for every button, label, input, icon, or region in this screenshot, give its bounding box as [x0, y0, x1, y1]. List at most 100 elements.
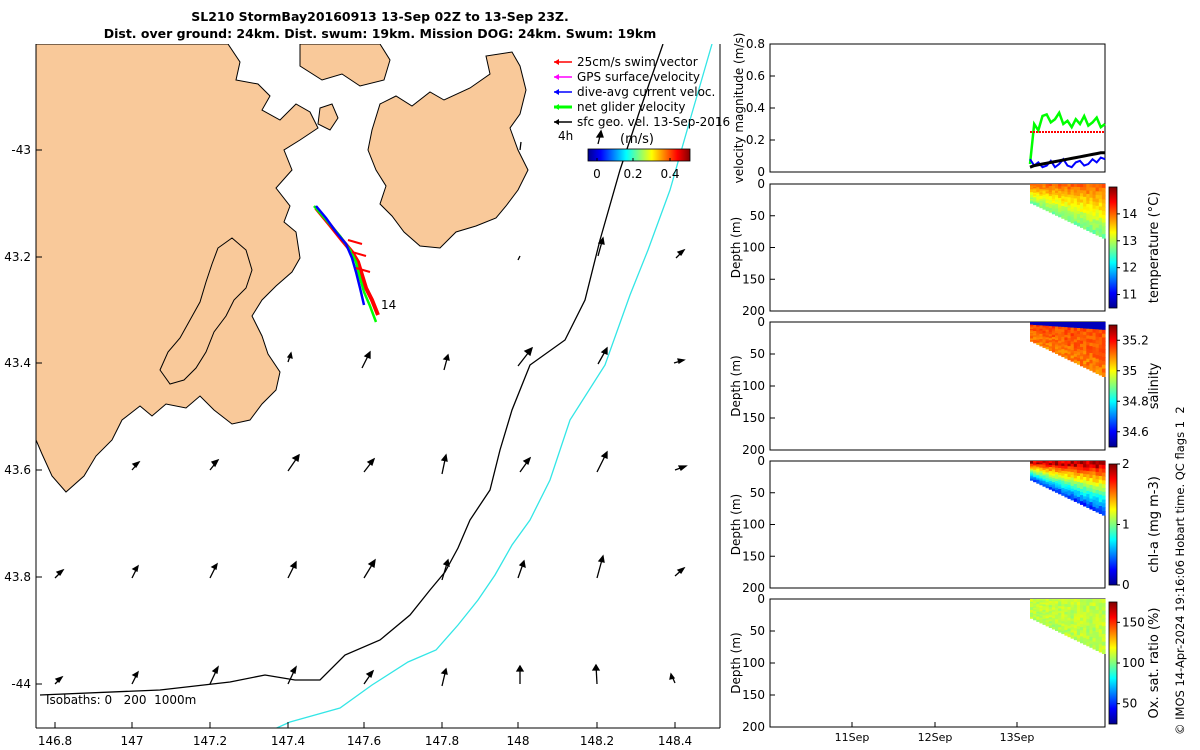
- speed-colorbar-tick-label: 0: [593, 167, 601, 181]
- section-cell: [1076, 190, 1081, 194]
- section-cell: [1083, 206, 1087, 211]
- section-cell: [1073, 619, 1078, 623]
- section-cell: [1098, 340, 1103, 346]
- section-cell: [1045, 606, 1050, 610]
- section-cell: [1098, 636, 1103, 642]
- section-cell: [1089, 640, 1094, 645]
- section-cell: [1089, 605, 1094, 610]
- time-tick-label: 13Sep: [1000, 731, 1035, 744]
- section-cell: [1083, 486, 1087, 491]
- section-cell: [1051, 463, 1056, 466]
- lat-ticks: -43 43.2 43.4 43.6 43.8 -44: [4, 143, 42, 691]
- section-cell: [1036, 478, 1040, 481]
- section-cell: [1045, 608, 1050, 612]
- section-cell: [1086, 358, 1090, 363]
- section-cell: [1086, 184, 1090, 188]
- section-cell: [1061, 324, 1065, 328]
- section-cell: [1092, 475, 1097, 480]
- section-cell: [1039, 461, 1044, 464]
- section-cell: [1042, 611, 1047, 615]
- section-cell: [1045, 620, 1050, 623]
- section-cell: [1067, 625, 1072, 630]
- section-cell: [1073, 212, 1078, 217]
- section-cell: [1095, 639, 1100, 644]
- section-cell: [1036, 326, 1040, 329]
- section-cell: [1073, 356, 1078, 361]
- section-cell: [1070, 195, 1075, 199]
- section-cell: [1080, 614, 1084, 619]
- section-cell: [1036, 202, 1040, 206]
- section-cell: [1073, 613, 1078, 617]
- section-cell: [1039, 194, 1044, 197]
- section-cell: [1089, 228, 1094, 233]
- section-cell: [1058, 212, 1062, 215]
- section-cell: [1080, 347, 1084, 351]
- section-cell: [1092, 616, 1097, 621]
- section-cell: [1095, 468, 1100, 473]
- section-cell: [1055, 201, 1059, 205]
- section-cell: [1070, 338, 1075, 343]
- section-cell: [1083, 354, 1087, 359]
- section-cell: [1080, 488, 1084, 493]
- section-cell: [1101, 599, 1106, 604]
- section-cell: [1092, 503, 1097, 508]
- section-cell: [1064, 327, 1069, 331]
- section-cell: [1055, 614, 1059, 618]
- lon-tick-label: 147: [121, 734, 144, 748]
- velocity-axes-frame: [769, 43, 1106, 173]
- section-cell: [1095, 617, 1100, 622]
- section-cell: [1092, 226, 1097, 231]
- section-cell: [1089, 366, 1094, 371]
- section-cell: [1039, 335, 1044, 338]
- section-cell: [1061, 631, 1065, 635]
- section-cell: [1083, 502, 1087, 507]
- section-cell: [1042, 620, 1047, 624]
- section-cell: [1042, 484, 1047, 487]
- section-cell: [1039, 462, 1044, 465]
- section-cell: [1092, 506, 1097, 511]
- section-cell: [1095, 490, 1100, 495]
- section-cell: [1067, 327, 1072, 331]
- depth-axis-label: Depth (m): [729, 217, 743, 278]
- section-cell: [1064, 601, 1069, 605]
- section-cell: [1048, 615, 1053, 618]
- section-cell: [1089, 623, 1094, 628]
- section-cell: [1067, 205, 1072, 209]
- section-cell: [1045, 612, 1050, 615]
- land-forestier: [367, 51, 529, 249]
- section-cell: [1070, 341, 1075, 345]
- section-cell: [1080, 331, 1084, 336]
- section-cell: [1089, 225, 1094, 230]
- section-cell: [1086, 335, 1090, 340]
- section-cell: [1089, 491, 1094, 496]
- section-cell: [1039, 482, 1044, 486]
- section-cell: [1086, 642, 1090, 647]
- section-cell: [1039, 202, 1044, 205]
- section-cell: [1083, 470, 1087, 475]
- section-cell: [1045, 614, 1050, 617]
- section-cell: [1073, 353, 1078, 358]
- section-cell: [1061, 198, 1065, 202]
- section-cell: [1036, 611, 1040, 614]
- section-cell: [1076, 210, 1081, 215]
- section-cell: [1042, 184, 1047, 187]
- section-cell: [1030, 614, 1034, 617]
- section-cell: [1058, 345, 1062, 349]
- lon-tick-label: 148.4: [658, 734, 692, 748]
- section-cell: [1048, 603, 1053, 606]
- section-cell: [1095, 216, 1100, 221]
- legend-label: 25cm/s swim vector: [577, 55, 698, 69]
- section-cell: [1089, 488, 1094, 493]
- section-cell: [1058, 617, 1062, 621]
- section-cell: [1058, 472, 1062, 476]
- section-cell: [1089, 619, 1094, 624]
- section-cell: [1086, 504, 1090, 508]
- section-cell: [1086, 615, 1090, 620]
- section-cell: [1067, 623, 1072, 627]
- section-cell: [1095, 461, 1100, 466]
- legend-label: dive-avg current veloc.: [577, 85, 715, 99]
- section-cell: [1076, 331, 1081, 335]
- section-cell: [1080, 599, 1084, 603]
- section-cell: [1086, 227, 1090, 231]
- section-cell: [1061, 621, 1065, 625]
